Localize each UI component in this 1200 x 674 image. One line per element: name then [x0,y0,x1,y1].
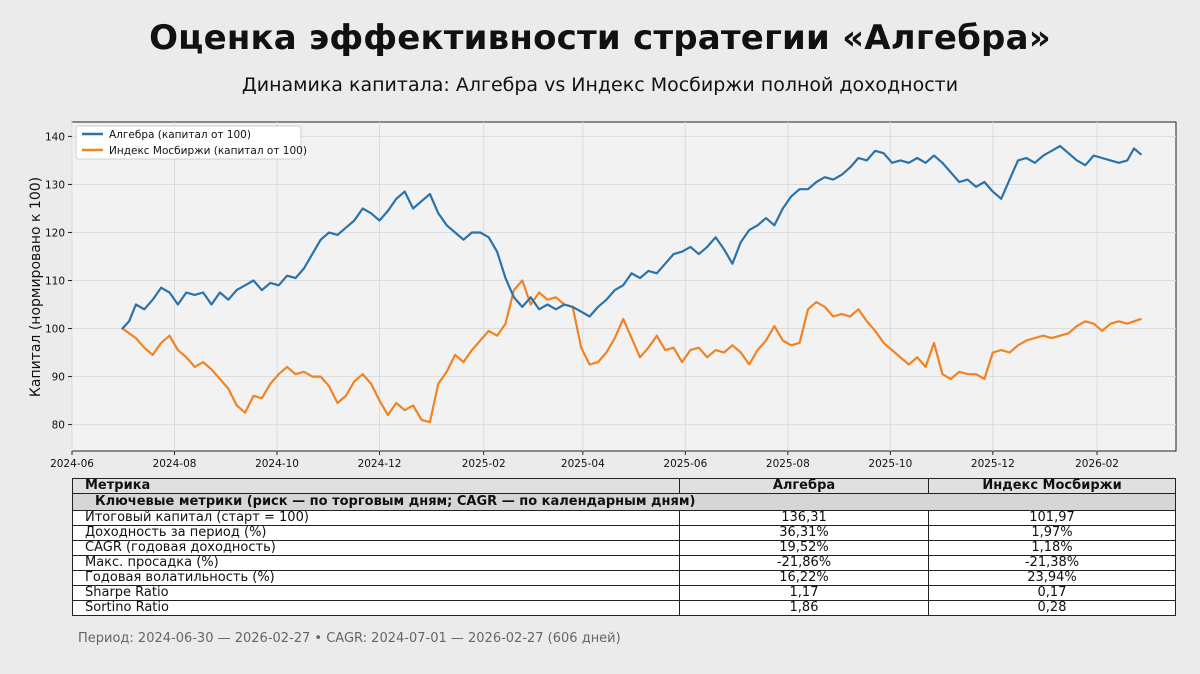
algebra-value: 1,17 [679,585,929,601]
x-tick-label: 2026-02 [1075,458,1119,470]
y-tick-label: 90 [52,372,65,384]
metrics-table: Ключевые метрики (риск — по торговым дня… [72,478,1176,616]
equity-chart: 2024-06 2024-08 2024-10 2024-12 2025-02 2025-… [28,121,1177,470]
chart-subtitle: Динамика капитала: Алгебра vs Индекс Мос… [241,74,959,96]
x-tick-label: 2024-08 [153,458,197,470]
x-tick-label: 2024-10 [255,458,299,470]
table-row: Доходность за период (%) 36,31% 1,97% [72,525,1176,541]
algebra-value: 1,86 [679,600,929,616]
moex-value: 0,17 [928,585,1176,601]
metric-name: Доходность за период (%) [72,525,680,541]
x-tick-label: 2024-06 [50,458,94,470]
metrics-caption-row: Ключевые метрики (риск — по торговым дня… [72,493,1176,511]
y-tick-label: 140 [45,131,65,143]
moex-value: 0,28 [928,600,1176,616]
algebra-value: -21,86% [679,555,929,571]
metric-name: Итоговый капитал (старт = 100) [72,510,680,526]
metric-name: Sharpe Ratio [72,585,680,601]
page-title: Оценка эффективности стратегии «Алгебра» [149,18,1051,58]
y-tick-label: 80 [52,420,65,432]
metrics-caption: Ключевые метрики (риск — по торговым дня… [72,493,1176,511]
header-algebra: Алгебра [679,478,929,494]
legend-label-moex: Индекс Мосбиржи (капитал от 100) [109,145,307,157]
y-axis-label: Капитал (нормировано к 100) [28,177,44,397]
moex-value: 23,94% [928,570,1176,586]
moex-value: 1,18% [928,540,1176,556]
legend: Алгебра (капитал от 100) Индекс Мосбиржи… [75,125,307,160]
y-tick-label: 120 [45,227,65,239]
x-tick-label: 2025-06 [663,458,707,470]
moex-value: -21,38% [928,555,1176,571]
y-tick-label: 110 [45,275,65,287]
period-note: Период: 2024-06-30 — 2026-02-27 • CAGR: … [78,631,621,646]
plot-area [71,121,1177,452]
x-tick-label: 2025-12 [971,458,1015,470]
axes: 2024-06 2024-08 2024-10 2024-12 2025-02 2025-… [45,131,1119,470]
algebra-value: 19,52% [679,540,929,556]
table-row: CAGR (годовая доходность) 19,52% 1,18% [72,540,1176,556]
algebra-value: 36,31% [679,525,929,541]
metric-name: CAGR (годовая доходность) [72,540,680,556]
series-line-moex [121,279,1142,424]
table-row: Sharpe Ratio 1,17 0,17 [72,585,1176,601]
x-tick-label: 2024-12 [358,458,402,470]
series-lines [121,144,1142,424]
header-metric: Метрика [72,478,680,494]
legend-label-algebra: Алгебра (капитал от 100) [109,129,251,141]
moex-value: 101,97 [928,510,1176,526]
x-tick-label: 2025-08 [766,458,810,470]
metrics-header-row: Метрика Алгебра Индекс Мосбиржи [72,478,1176,494]
x-tick-label: 2025-02 [462,458,506,470]
legend-box [75,125,302,160]
metric-name: Годовая волатильность (%) [72,570,680,586]
x-tick-label: 2025-04 [561,458,605,470]
x-tick-label: 2025-10 [868,458,912,470]
moex-value: 1,97% [928,525,1176,541]
table-row: Sortino Ratio 1,86 0,28 [72,600,1176,616]
table-row: Итоговый капитал (старт = 100) 136,31 10… [72,510,1176,526]
header-moex: Индекс Мосбиржи [928,478,1176,494]
metric-name: Sortino Ratio [72,600,680,616]
y-tick-label: 100 [45,324,65,336]
table-row: Годовая волатильность (%) 16,22% 23,94% [72,570,1176,586]
y-tick-label: 130 [45,179,65,191]
series-line-algebra [121,144,1142,330]
table-row: Макс. просадка (%) -21,86% -21,38% [72,555,1176,571]
algebra-value: 136,31 [679,510,929,526]
metric-name: Макс. просадка (%) [72,555,680,571]
algebra-value: 16,22% [679,570,929,586]
